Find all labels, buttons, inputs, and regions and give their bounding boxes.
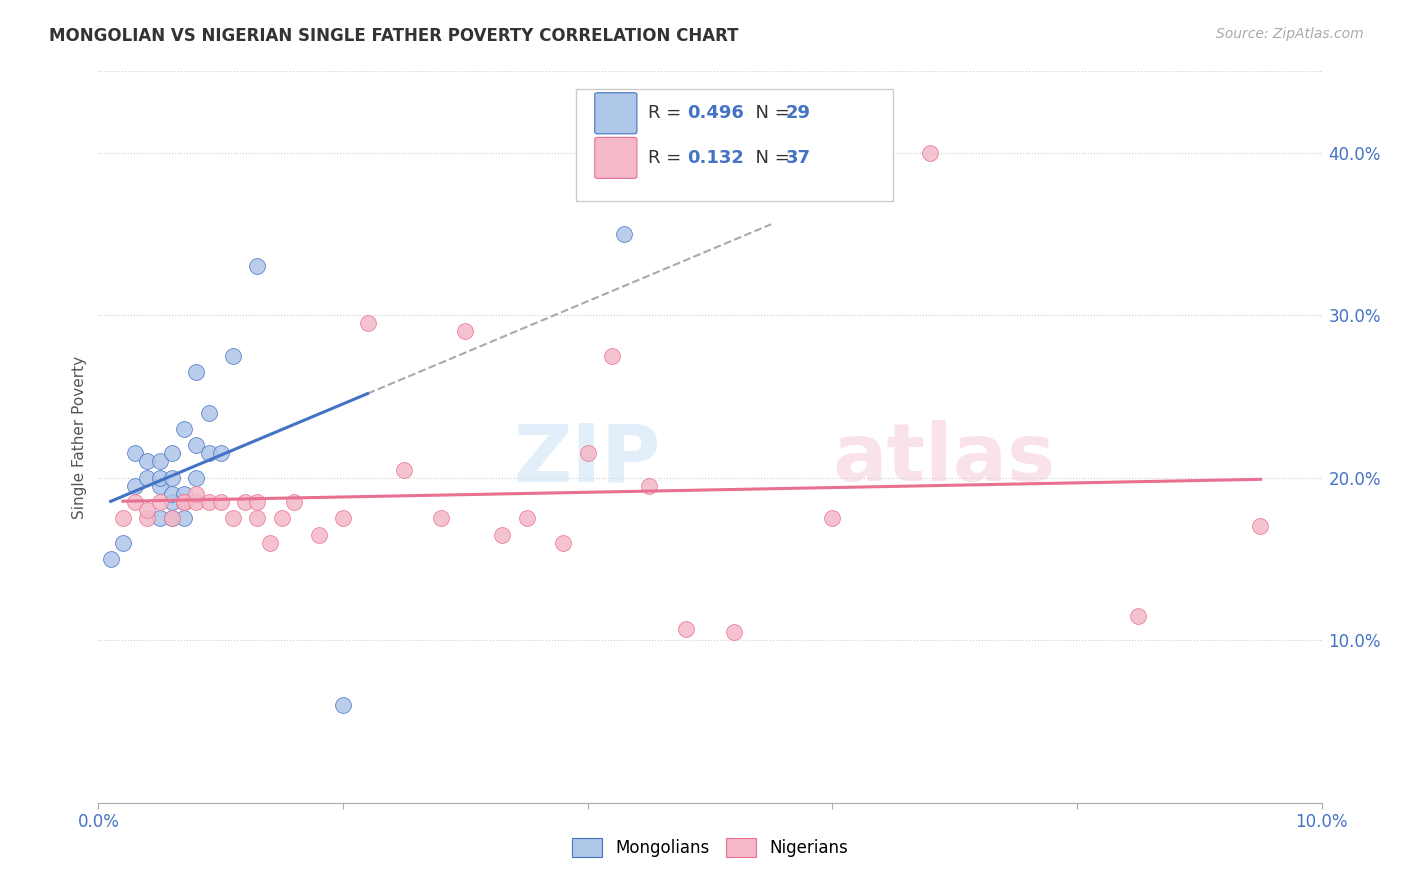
Point xyxy=(308,527,330,541)
Point xyxy=(1128,608,1150,623)
Point xyxy=(160,471,183,485)
Point xyxy=(246,260,269,274)
Point xyxy=(222,349,245,363)
Text: 0.496: 0.496 xyxy=(688,104,744,122)
Y-axis label: Single Father Poverty: Single Father Poverty xyxy=(72,356,87,518)
Point xyxy=(259,535,281,549)
Text: R =: R = xyxy=(648,104,688,122)
Text: N =: N = xyxy=(744,149,796,167)
Point xyxy=(209,446,232,460)
Point xyxy=(100,552,122,566)
Legend: Mongolians, Nigerians: Mongolians, Nigerians xyxy=(565,831,855,864)
Point xyxy=(197,495,219,509)
Point xyxy=(821,511,844,525)
Text: Source: ZipAtlas.com: Source: ZipAtlas.com xyxy=(1216,27,1364,41)
Point xyxy=(173,495,195,509)
Point xyxy=(920,145,942,160)
Point xyxy=(160,487,183,501)
Point xyxy=(186,365,208,379)
Point xyxy=(124,495,146,509)
Point xyxy=(283,495,305,509)
Point xyxy=(173,487,195,501)
Text: N =: N = xyxy=(744,104,796,122)
Point xyxy=(637,479,661,493)
Text: ZIP: ZIP xyxy=(513,420,661,498)
Point xyxy=(124,479,146,493)
Point xyxy=(246,495,269,509)
Text: 29: 29 xyxy=(786,104,811,122)
Point xyxy=(136,511,159,525)
Point xyxy=(136,503,159,517)
Point xyxy=(173,495,195,509)
Point xyxy=(173,422,195,436)
Point xyxy=(270,511,292,525)
Point xyxy=(613,227,636,241)
Point xyxy=(430,511,453,525)
Point xyxy=(1249,519,1271,533)
Point xyxy=(553,535,575,549)
Point xyxy=(356,316,378,330)
Point xyxy=(516,511,538,525)
Point xyxy=(173,511,195,525)
Point xyxy=(149,471,172,485)
Point xyxy=(160,511,183,525)
Point xyxy=(160,511,183,525)
Point xyxy=(111,535,134,549)
Point xyxy=(675,622,697,636)
Point xyxy=(124,446,146,460)
Point xyxy=(186,487,208,501)
Point xyxy=(332,511,354,525)
Point xyxy=(111,511,134,525)
Point xyxy=(186,495,208,509)
Point xyxy=(600,349,623,363)
Point xyxy=(454,325,477,339)
Point xyxy=(186,471,208,485)
Point xyxy=(149,511,172,525)
Point xyxy=(233,495,256,509)
Text: 37: 37 xyxy=(786,149,811,167)
Point xyxy=(197,446,219,460)
Text: 0.132: 0.132 xyxy=(688,149,744,167)
Text: MONGOLIAN VS NIGERIAN SINGLE FATHER POVERTY CORRELATION CHART: MONGOLIAN VS NIGERIAN SINGLE FATHER POVE… xyxy=(49,27,738,45)
Point xyxy=(149,495,172,509)
Point xyxy=(136,454,159,468)
Point xyxy=(209,495,232,509)
Point xyxy=(136,471,159,485)
Point xyxy=(576,446,599,460)
Point xyxy=(392,462,416,476)
Point xyxy=(723,625,745,640)
Text: R =: R = xyxy=(648,149,688,167)
Point xyxy=(173,495,195,509)
Point xyxy=(491,527,513,541)
Point xyxy=(332,698,354,713)
Text: atlas: atlas xyxy=(832,420,1056,498)
Point xyxy=(222,511,245,525)
Point xyxy=(186,438,208,452)
Point xyxy=(160,446,183,460)
Point xyxy=(149,454,172,468)
Point xyxy=(160,495,183,509)
Point xyxy=(197,406,219,420)
Point xyxy=(149,479,172,493)
Point xyxy=(246,511,269,525)
